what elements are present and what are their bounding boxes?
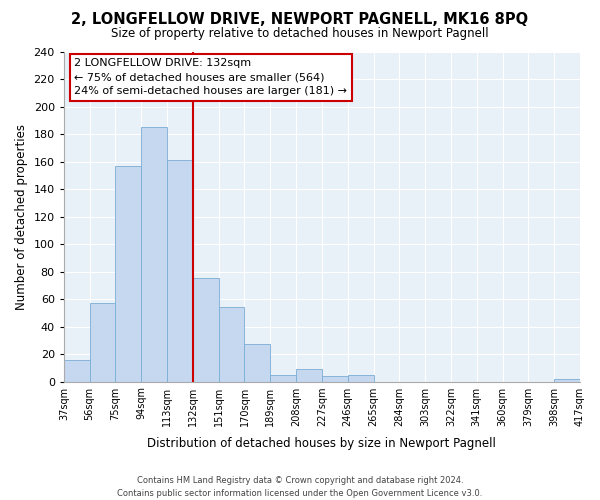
- Bar: [141, 127, 167, 382]
- Bar: [64, 360, 89, 382]
- Bar: [89, 303, 115, 382]
- Text: 2, LONGFELLOW DRIVE, NEWPORT PAGNELL, MK16 8PQ: 2, LONGFELLOW DRIVE, NEWPORT PAGNELL, MK…: [71, 12, 529, 28]
- Y-axis label: Number of detached properties: Number of detached properties: [15, 124, 28, 310]
- Bar: [193, 278, 218, 382]
- Bar: [244, 344, 270, 382]
- Bar: [167, 160, 193, 382]
- Bar: [296, 369, 322, 382]
- Bar: [554, 379, 580, 382]
- Text: 2 LONGFELLOW DRIVE: 132sqm
← 75% of detached houses are smaller (564)
24% of sem: 2 LONGFELLOW DRIVE: 132sqm ← 75% of deta…: [74, 58, 347, 96]
- X-axis label: Distribution of detached houses by size in Newport Pagnell: Distribution of detached houses by size …: [148, 437, 496, 450]
- Bar: [218, 308, 244, 382]
- Bar: [322, 376, 348, 382]
- Bar: [115, 166, 141, 382]
- Bar: [348, 374, 374, 382]
- Text: Contains HM Land Registry data © Crown copyright and database right 2024.
Contai: Contains HM Land Registry data © Crown c…: [118, 476, 482, 498]
- Text: Size of property relative to detached houses in Newport Pagnell: Size of property relative to detached ho…: [111, 28, 489, 40]
- Bar: [270, 374, 296, 382]
